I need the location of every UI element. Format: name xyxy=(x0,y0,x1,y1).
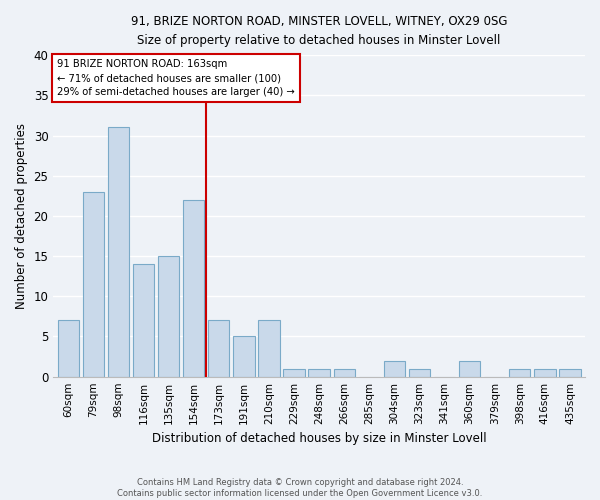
Bar xyxy=(83,192,104,376)
Bar xyxy=(509,368,530,376)
Bar xyxy=(308,368,330,376)
Bar xyxy=(158,256,179,376)
Bar xyxy=(459,360,480,376)
Bar xyxy=(233,336,254,376)
Text: Contains HM Land Registry data © Crown copyright and database right 2024.
Contai: Contains HM Land Registry data © Crown c… xyxy=(118,478,482,498)
Bar xyxy=(133,264,154,376)
Bar xyxy=(208,320,229,376)
Title: 91, BRIZE NORTON ROAD, MINSTER LOVELL, WITNEY, OX29 0SG
Size of property relativ: 91, BRIZE NORTON ROAD, MINSTER LOVELL, W… xyxy=(131,15,508,47)
Bar xyxy=(259,320,280,376)
Bar xyxy=(283,368,305,376)
Y-axis label: Number of detached properties: Number of detached properties xyxy=(15,123,28,309)
Text: 91 BRIZE NORTON ROAD: 163sqm
← 71% of detached houses are smaller (100)
29% of s: 91 BRIZE NORTON ROAD: 163sqm ← 71% of de… xyxy=(57,59,295,97)
Bar xyxy=(559,368,581,376)
X-axis label: Distribution of detached houses by size in Minster Lovell: Distribution of detached houses by size … xyxy=(152,432,487,445)
Bar xyxy=(334,368,355,376)
Bar xyxy=(409,368,430,376)
Bar xyxy=(108,128,129,376)
Bar xyxy=(534,368,556,376)
Bar xyxy=(384,360,405,376)
Bar xyxy=(183,200,205,376)
Bar xyxy=(58,320,79,376)
